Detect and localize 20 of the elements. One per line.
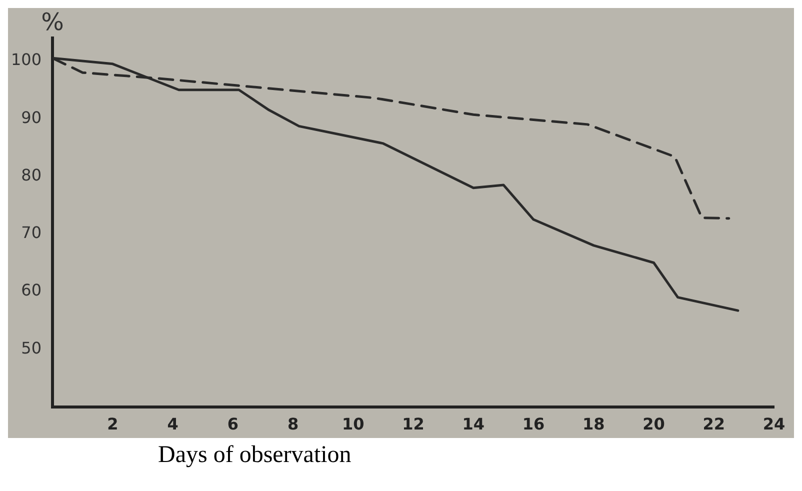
y-axis-title: %: [41, 8, 64, 36]
x-tick-label: 14: [462, 414, 485, 434]
y-tick-label: 100: [10, 50, 42, 70]
x-tick-label: 22: [702, 414, 726, 434]
x-tick-label: 20: [642, 414, 665, 434]
x-axis-title: Days of observation: [157, 442, 352, 469]
y-tick-label: 50: [21, 338, 42, 358]
x-tick-label: 10: [342, 414, 364, 434]
x-tick-label: 16: [522, 414, 545, 434]
x-tick-label: 2: [107, 414, 118, 434]
x-tick-label: 6: [227, 414, 238, 434]
y-tick-label: 80: [21, 165, 42, 184]
x-tick-label: 24: [762, 414, 786, 434]
x-tick-label: 4: [167, 414, 178, 434]
y-tick-label: 70: [21, 223, 42, 242]
y-tick-label: 90: [21, 108, 42, 127]
y-tick-label: 60: [21, 280, 42, 300]
x-tick-label: 8: [287, 414, 299, 434]
x-tick-label: 18: [582, 414, 605, 434]
x-tick-label: 12: [402, 414, 424, 434]
